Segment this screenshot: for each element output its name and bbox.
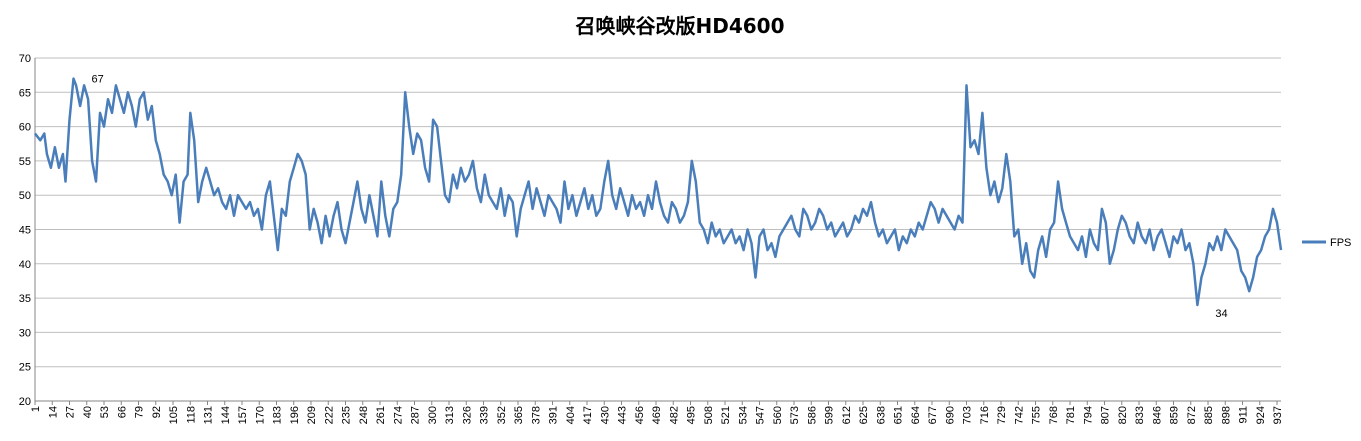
x-tick-label: 287 [410, 406, 422, 424]
y-tick-label: 45 [19, 225, 31, 237]
x-tick-label: 105 [168, 406, 180, 424]
x-tick-label: 469 [651, 406, 663, 424]
x-tick-label: 573 [789, 406, 801, 424]
x-tick-label: 443 [617, 406, 629, 424]
x-tick-label: 183 [272, 406, 284, 424]
x-tick-label: 898 [1220, 406, 1232, 424]
x-tick-label: 755 [1031, 406, 1043, 424]
x-tick-label: 300 [427, 406, 439, 424]
x-tick-label: 40 [82, 406, 94, 418]
x-tick-label: 92 [151, 406, 163, 418]
annotations: 67 34 [91, 74, 1227, 320]
x-tick-label: 53 [99, 406, 111, 418]
x-tick-label: 521 [720, 406, 732, 424]
x-tick-label: 885 [1203, 406, 1215, 424]
x-tick-label: 703 [962, 406, 974, 424]
x-tick-label: 781 [1065, 406, 1077, 424]
x-tick-label: 14 [47, 406, 59, 418]
x-tick-label: 378 [530, 406, 542, 424]
x-tick-label: 235 [341, 406, 353, 424]
x-tick-label: 508 [703, 406, 715, 424]
x-tick-label: 313 [444, 406, 456, 424]
y-tick-label: 25 [19, 362, 31, 374]
x-tick-label: 651 [893, 406, 905, 424]
x-tick-label: 79 [134, 406, 146, 418]
x-tick-label: 677 [927, 406, 939, 424]
x-tick-label: 430 [599, 406, 611, 424]
x-axis-ticks: 1 14 27 40 53 66 79 92 105 118 131 144 157 170 183 196 2… [30, 401, 1284, 424]
x-tick-label: 456 [634, 406, 646, 424]
x-tick-label: 820 [1117, 406, 1129, 424]
x-tick-label: 716 [979, 406, 991, 424]
x-tick-label: 794 [1082, 406, 1094, 424]
data-label: 67 [91, 74, 103, 86]
x-tick-label: 768 [1048, 406, 1060, 424]
x-tick-label: 807 [1100, 406, 1112, 424]
x-tick-label: 924 [1255, 406, 1267, 424]
x-tick-label: 365 [513, 406, 525, 424]
data-label: 34 [1215, 308, 1227, 320]
x-tick-label: 742 [1013, 406, 1025, 424]
x-tick-label: 326 [461, 406, 473, 424]
x-tick-label: 846 [1151, 406, 1163, 424]
y-tick-label: 35 [19, 293, 31, 305]
x-tick-label: 859 [1169, 406, 1181, 424]
x-tick-label: 638 [875, 406, 887, 424]
x-tick-label: 131 [203, 406, 215, 424]
x-tick-label: 625 [858, 406, 870, 424]
x-tick-label: 664 [910, 406, 922, 424]
x-tick-label: 729 [996, 406, 1008, 424]
x-tick-label: 27 [65, 406, 77, 418]
x-tick-label: 157 [237, 406, 249, 424]
series-layer [34, 77, 1283, 307]
gridlines [34, 57, 1281, 402]
x-tick-label: 66 [116, 406, 128, 418]
x-tick-label: 261 [375, 406, 387, 424]
y-tick-label: 55 [19, 156, 31, 168]
x-tick-label: 547 [755, 406, 767, 424]
x-tick-label: 586 [806, 406, 818, 424]
x-tick-label: 222 [323, 406, 335, 424]
y-tick-label: 40 [19, 259, 31, 271]
y-axis-ticks: 20 25 30 35 40 45 50 55 60 65 70 [19, 53, 31, 408]
x-tick-label: 391 [548, 406, 560, 424]
x-tick-label: 482 [668, 406, 680, 424]
series-line-fps [34, 77, 1283, 307]
x-tick-label: 339 [479, 406, 491, 424]
x-tick-label: 911 [1238, 406, 1250, 424]
x-tick-label: 612 [841, 406, 853, 424]
x-tick-label: 118 [185, 406, 197, 424]
x-tick-label: 534 [737, 406, 749, 424]
x-tick-label: 599 [824, 406, 836, 424]
x-tick-label: 872 [1186, 406, 1198, 424]
x-tick-label: 560 [772, 406, 784, 424]
x-tick-label: 144 [220, 406, 232, 424]
x-tick-label: 352 [496, 406, 508, 424]
x-tick-label: 495 [686, 406, 698, 424]
x-tick-label: 1 [30, 406, 42, 412]
x-tick-label: 690 [944, 406, 956, 424]
legend-label-fps: FPS [1330, 237, 1351, 249]
legend: FPS [1302, 237, 1351, 249]
x-tick-label: 417 [582, 406, 594, 424]
x-tick-label: 170 [254, 406, 266, 424]
y-tick-label: 20 [19, 396, 31, 408]
x-tick-label: 274 [392, 406, 404, 424]
y-tick-label: 70 [19, 53, 31, 65]
x-tick-label: 937 [1272, 406, 1284, 424]
x-tick-label: 196 [289, 406, 301, 424]
chart-title: 召唤峡谷改版HD4600 [574, 14, 784, 38]
y-tick-label: 50 [19, 190, 31, 202]
y-tick-label: 60 [19, 122, 31, 134]
x-tick-label: 209 [306, 406, 318, 424]
x-tick-label: 833 [1134, 406, 1146, 424]
y-tick-label: 65 [19, 87, 31, 99]
x-tick-label: 404 [565, 406, 577, 424]
y-tick-label: 30 [19, 327, 31, 339]
x-tick-label: 248 [358, 406, 370, 424]
